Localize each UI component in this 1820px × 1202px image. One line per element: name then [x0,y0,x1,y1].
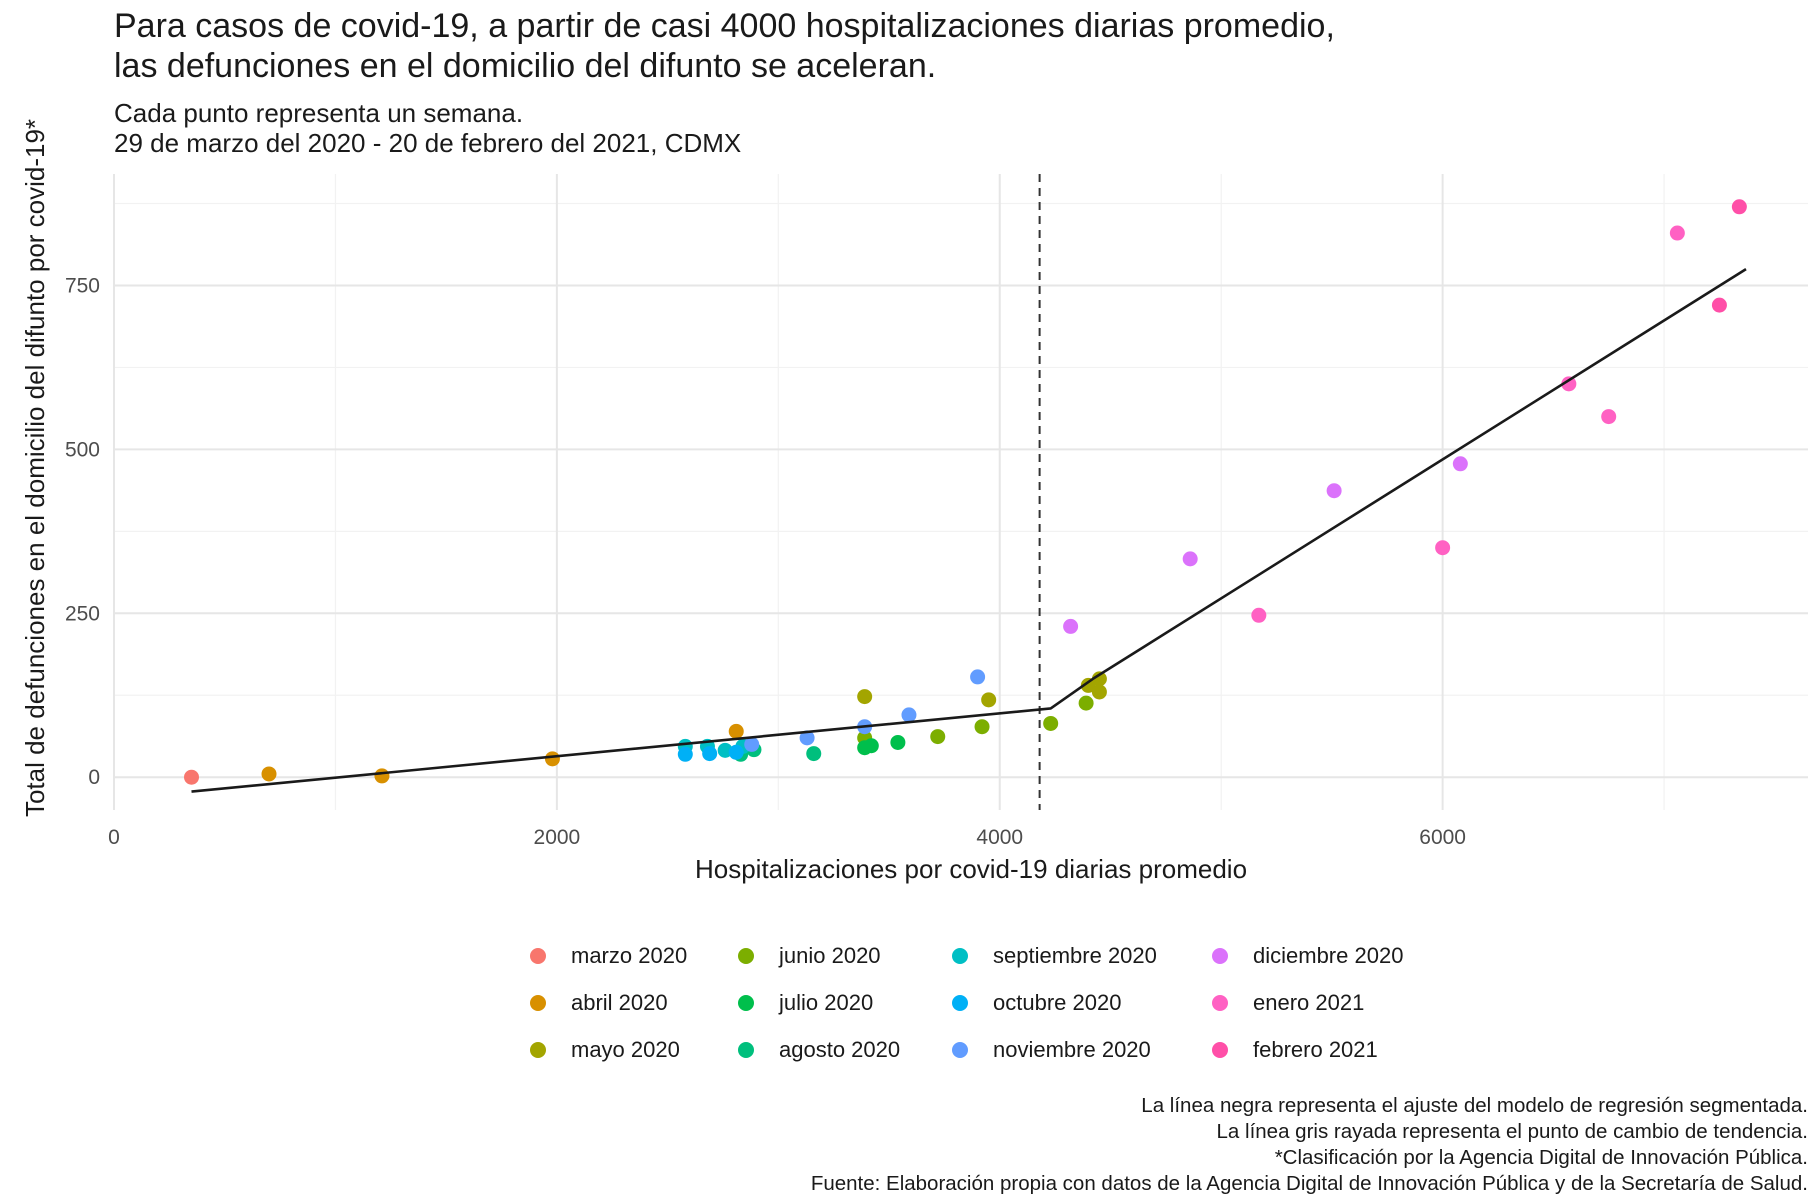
legend-key-dot [952,994,968,1011]
data-point [974,719,990,735]
legend-key-dot [530,1041,546,1058]
regression-fit-line [191,267,1747,793]
y-tick-label: 0 [88,766,100,789]
caption-line-1: La línea negra representa el ajuste del … [1141,1094,1808,1117]
chart-subtitle-line-2: 29 de marzo del 2020 - 20 de febrero del… [114,128,742,158]
chart-subtitle-line-1: Cada punto representa un semana. [114,98,524,128]
legend-key-dot [530,994,546,1011]
data-point [261,766,277,782]
data-point [799,730,815,746]
data-point [677,746,693,762]
legend-label: julio 2020 [779,989,874,1015]
x-tick-label: 4000 [976,826,1023,849]
legend-label: abril 2020 [571,989,668,1015]
legend-item: abril 2020 [526,979,734,1026]
chart-title-line-1: Para casos de covid-19, a partir de casi… [114,7,1335,45]
legend-item: noviembre 2020 [948,1026,1208,1073]
legend-key-dot [738,947,754,964]
x-tick-label: 2000 [534,826,581,849]
data-point [1669,225,1685,241]
x-tick-label: 6000 [1419,826,1466,849]
legend-label: mayo 2020 [571,1036,680,1062]
legend-key-dot [1212,947,1228,964]
legend-label: septiembre 2020 [993,942,1157,968]
data-point [806,746,822,762]
legend-label: agosto 2020 [779,1036,901,1062]
data-point [1452,456,1468,472]
y-axis-title: Total de defunciones en el domicilio del… [20,119,50,817]
caption-line-3: *Clasificación por la Agencia Digital de… [1274,1146,1808,1169]
data-point [1091,684,1107,700]
scatter-chart: 0 2000 4000 6000 0 250 500 750 Hospitalizaciones… [20,119,1808,884]
legend-key-dot [738,994,754,1011]
legend-key-dot [952,1041,968,1058]
legend-key-dot [738,1041,754,1058]
y-tick-label: 500 [65,438,100,461]
data-point [1731,199,1747,215]
legend-label: octubre 2020 [993,989,1122,1015]
data-point [970,669,986,685]
chart-subtitle: Cada punto representa un semana. 29 de m… [114,98,741,158]
chart-title: Para casos de covid-19, a partir de casi… [114,6,1335,86]
x-tick-label: 0 [108,826,120,849]
caption-line-2: La línea gris rayada representa el punto… [1216,1120,1808,1143]
legend-item: junio 2020 [734,932,948,979]
legend-label: enero 2021 [1253,989,1365,1015]
data-point [1251,607,1267,623]
data-point [702,746,718,762]
data-point [930,729,946,745]
data-point [863,738,879,754]
legend-label: marzo 2020 [571,942,688,968]
data-point [717,742,733,758]
legend-item: marzo 2020 [526,932,734,979]
legend-label: noviembre 2020 [993,1036,1151,1062]
data-point [1043,715,1059,731]
legend-item: diciembre 2020 [1208,932,1448,979]
legend-label: diciembre 2020 [1253,942,1404,968]
x-axis-title: Hospitalizaciones por covid-19 diarias p… [695,854,1247,884]
data-point [901,707,917,723]
legend-key-dot [530,947,546,964]
y-tick-label: 250 [65,602,100,625]
data-point [1326,483,1342,499]
chart-caption: La línea negra representa el ajuste del … [811,1093,1808,1197]
data-point [1561,376,1577,392]
data-point [1711,297,1727,313]
data-point [744,736,760,752]
legend-key-dot [1212,1041,1228,1058]
legend-item: enero 2021 [1208,979,1448,1026]
data-point [544,751,560,767]
data-point [1601,409,1617,425]
data-point [374,768,390,784]
data-point [1091,671,1107,687]
data-point [857,689,873,705]
data-point [1063,618,1079,634]
chart-legend: marzo 2020 junio 2020 septiembre 2020 dicie… [526,932,1448,1073]
data-point [1080,677,1096,693]
legend-label: junio 2020 [779,942,881,968]
legend-item: julio 2020 [734,979,948,1026]
data-point [184,769,200,785]
legend-item: octubre 2020 [948,979,1208,1026]
legend-item: mayo 2020 [526,1026,734,1073]
legend-key-dot [952,947,968,964]
legend-label: febrero 2021 [1253,1036,1378,1062]
data-point [1435,540,1451,556]
data-point [728,723,744,739]
legend-key-dot [1212,994,1228,1011]
legend-item: septiembre 2020 [948,932,1208,979]
data-point [890,734,906,750]
y-tick-label: 750 [65,274,100,297]
data-point [1078,695,1094,711]
legend-item: febrero 2021 [1208,1026,1448,1073]
chart-title-line-2: las defunciones en el domicilio del difu… [114,47,937,85]
legend-item: agosto 2020 [734,1026,948,1073]
data-point [981,692,997,708]
caption-line-4: Fuente: Elaboración propia con datos de … [810,1172,1808,1195]
data-point [1182,551,1198,567]
data-point [728,744,744,760]
